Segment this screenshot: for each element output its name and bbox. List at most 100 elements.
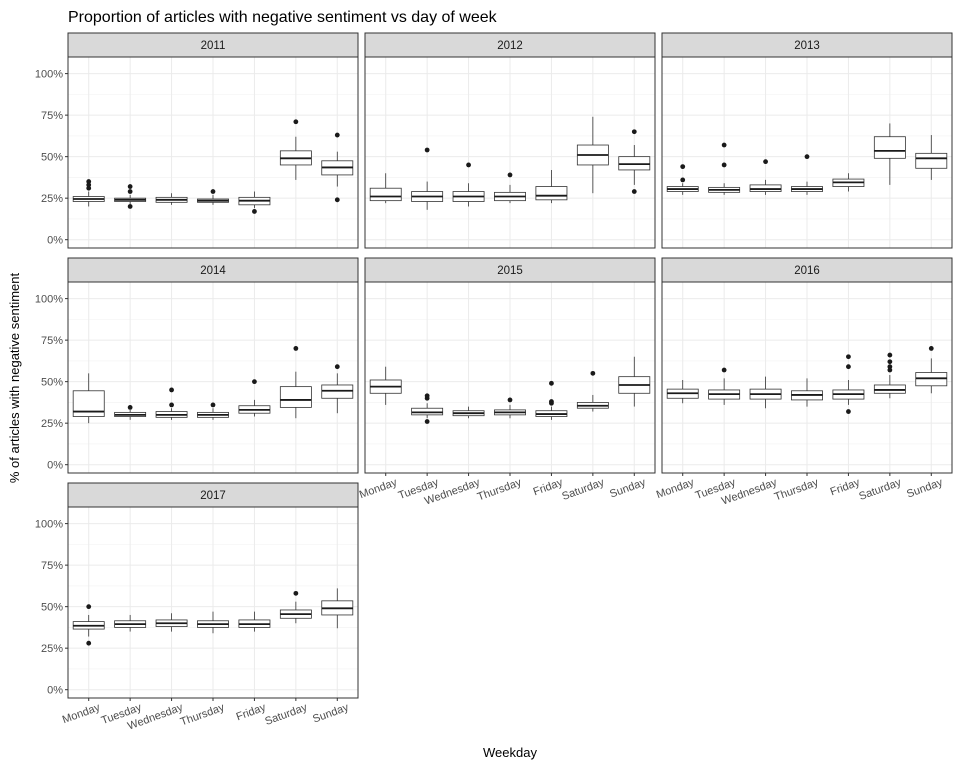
boxplot-sunday bbox=[321, 364, 354, 414]
facet-panel-2011: 2011 0% 25% 50% 75% 100% bbox=[35, 32, 359, 249]
boxplot-friday bbox=[238, 379, 271, 417]
y-tick-label: 50% bbox=[41, 152, 63, 164]
x-tick-label: Monday bbox=[61, 701, 102, 726]
boxplot-saturday bbox=[279, 119, 312, 180]
facet-panel-2012: 2012 bbox=[364, 32, 656, 249]
y-tick-label: 25% bbox=[41, 643, 63, 655]
x-tick-label: Saturday bbox=[560, 476, 606, 503]
boxplot-wednesday bbox=[452, 406, 485, 419]
boxplot-tuesday bbox=[411, 393, 444, 424]
boxplot-wednesday bbox=[155, 193, 188, 205]
outlier-point bbox=[127, 404, 133, 410]
outlier-point bbox=[334, 132, 340, 138]
boxplot-saturday bbox=[279, 346, 312, 419]
outlier-point bbox=[721, 142, 727, 148]
facet-panels: 2011 0% 25% 50% 75% 100% 2012 2013 2014 0% 25% 50% 7… bbox=[35, 32, 953, 733]
boxplot-thursday bbox=[197, 189, 229, 205]
facet-strip-label: 2017 bbox=[200, 490, 226, 502]
boxplot-monday bbox=[666, 379, 699, 404]
outlier-point bbox=[887, 367, 893, 373]
y-tick-label: 100% bbox=[35, 519, 63, 531]
outlier-point bbox=[763, 159, 768, 165]
y-tick-label: 75% bbox=[41, 335, 63, 347]
box-iqr bbox=[535, 186, 568, 201]
y-tick-label: 0% bbox=[47, 460, 63, 472]
outlier-point bbox=[210, 402, 216, 408]
outlier-point bbox=[887, 359, 893, 365]
y-tick-label: 75% bbox=[41, 110, 63, 122]
y-tick-label: 50% bbox=[41, 602, 63, 614]
outlier-point bbox=[549, 380, 554, 386]
outlier-point bbox=[293, 590, 299, 596]
outlier-point bbox=[169, 387, 174, 393]
outlier-point bbox=[293, 346, 299, 351]
y-tick-label: 25% bbox=[41, 418, 63, 430]
x-tick-label: Thursday bbox=[179, 701, 227, 728]
x-tick-label: Saturday bbox=[263, 701, 309, 728]
facet-strip-label: 2011 bbox=[201, 40, 226, 52]
x-tick-label: Friday bbox=[235, 701, 268, 723]
boxplot-thursday bbox=[494, 172, 526, 204]
x-tick-label: Monday bbox=[655, 476, 696, 501]
outlier-point bbox=[127, 189, 133, 194]
facet-panel-2013: 2013 bbox=[661, 32, 953, 249]
y-axis-title: % of articles with negative sentiment bbox=[7, 272, 22, 483]
y-tick-label: 100% bbox=[35, 69, 63, 81]
boxplot-tuesday bbox=[411, 147, 444, 210]
boxplot-monday bbox=[72, 373, 105, 424]
boxplot-monday bbox=[369, 173, 402, 204]
outlier-point bbox=[804, 154, 810, 160]
boxplot-saturday bbox=[576, 116, 609, 194]
boxplot-friday bbox=[535, 169, 568, 204]
box-iqr bbox=[279, 386, 312, 408]
outlier-point bbox=[846, 354, 851, 360]
boxplot-thursday bbox=[494, 397, 526, 419]
x-tick-label: Sunday bbox=[608, 476, 648, 500]
boxplot-wednesday bbox=[155, 613, 188, 632]
boxplot-friday bbox=[832, 173, 865, 192]
outlier-point bbox=[466, 162, 471, 168]
outlier-point bbox=[86, 640, 92, 646]
boxplot-sunday bbox=[618, 129, 651, 194]
outlier-point bbox=[424, 419, 430, 424]
boxplot-sunday bbox=[618, 356, 651, 407]
outlier-point bbox=[846, 364, 851, 370]
outlier-point bbox=[252, 209, 257, 214]
boxplot-tuesday bbox=[114, 184, 147, 209]
boxplot-sunday bbox=[321, 588, 354, 629]
boxplot-monday bbox=[666, 164, 699, 195]
boxplot-friday bbox=[832, 354, 865, 414]
outlier-point bbox=[680, 177, 686, 183]
facet-panel-2014: 2014 0% 25% 50% 75% 100% bbox=[35, 257, 359, 474]
boxplot-wednesday bbox=[749, 159, 782, 195]
boxplot-saturday bbox=[279, 590, 312, 624]
boxplot-friday bbox=[238, 611, 271, 632]
outlier-point bbox=[210, 189, 216, 194]
panel-border bbox=[67, 281, 359, 474]
boxplot-tuesday bbox=[708, 142, 741, 195]
facet-strip-label: 2014 bbox=[200, 265, 226, 277]
outlier-point bbox=[424, 393, 430, 399]
boxplot-saturday bbox=[576, 370, 609, 412]
outlier-point bbox=[507, 172, 513, 178]
outlier-point bbox=[252, 379, 257, 385]
outlier-point bbox=[631, 189, 637, 194]
outlier-point bbox=[424, 147, 430, 153]
outlier-point bbox=[631, 129, 637, 135]
panel-border bbox=[67, 56, 359, 249]
boxplot-sunday bbox=[915, 346, 948, 394]
boxplot-thursday bbox=[197, 611, 229, 634]
y-tick-label: 75% bbox=[41, 560, 63, 572]
outlier-point bbox=[127, 184, 133, 189]
outlier-point bbox=[846, 409, 851, 414]
outlier-point bbox=[680, 164, 686, 170]
y-tick-label: 25% bbox=[41, 193, 63, 205]
y-tick-label: 50% bbox=[41, 377, 63, 389]
x-tick-label: Thursday bbox=[773, 476, 821, 503]
x-tick-label: Friday bbox=[532, 476, 565, 498]
chart-title: Proportion of articles with negative sen… bbox=[68, 9, 498, 26]
boxplot-tuesday bbox=[114, 614, 147, 632]
